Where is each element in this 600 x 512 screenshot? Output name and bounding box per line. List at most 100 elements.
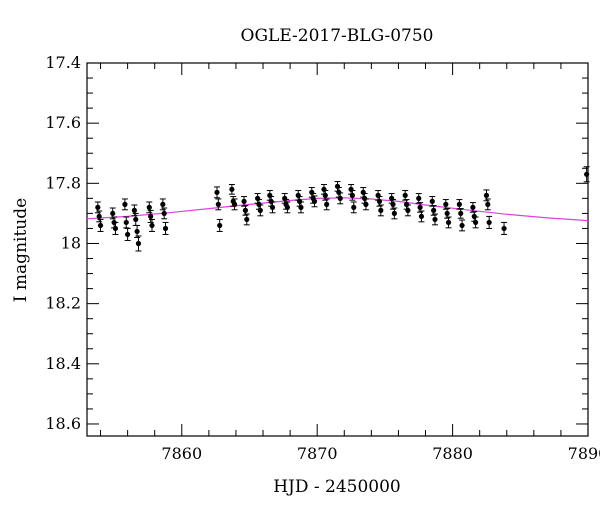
data-point: [254, 193, 261, 204]
data-point: [501, 221, 508, 235]
data-point: [404, 204, 411, 217]
data-point: [112, 221, 119, 235]
data-point-marker: [160, 201, 166, 207]
data-point-marker: [149, 222, 155, 229]
data-point: [257, 204, 264, 217]
data-point-marker: [123, 219, 129, 226]
data-point-marker: [148, 213, 154, 220]
data-point-marker: [485, 201, 491, 207]
data-point: [266, 190, 273, 201]
data-point: [242, 205, 249, 216]
data-point: [486, 215, 493, 229]
data-point-marker: [431, 207, 437, 213]
data-point-marker: [443, 201, 449, 207]
data-point-marker: [501, 225, 507, 232]
data-point: [361, 193, 368, 204]
data-point-marker: [324, 201, 330, 207]
data-point-marker: [214, 189, 220, 195]
chart-title: OGLE-2017-BLG-0750: [241, 26, 434, 46]
data-point: [135, 235, 142, 252]
data-points-group: [94, 166, 590, 252]
data-point: [146, 201, 153, 214]
data-point: [297, 201, 304, 214]
data-point-marker: [470, 204, 476, 210]
data-point: [583, 166, 590, 183]
data-point: [243, 213, 250, 226]
data-point-marker: [584, 171, 590, 177]
data-point: [334, 181, 341, 192]
data-point-marker: [231, 201, 238, 207]
y-tick-label: 18.6: [45, 414, 81, 433]
data-point-marker: [257, 207, 263, 213]
data-point: [121, 198, 128, 211]
data-point: [362, 198, 369, 211]
data-point-marker: [418, 213, 425, 220]
plot-frame: [86, 62, 589, 437]
x-tick-label: 7860: [161, 444, 202, 463]
data-point-marker: [349, 192, 355, 198]
data-point-marker: [110, 210, 116, 217]
data-point-marker: [133, 216, 139, 223]
x-axis-label: HJD - 2450000: [273, 477, 401, 497]
data-point-marker: [215, 201, 221, 207]
data-point: [123, 216, 130, 229]
data-point-marker: [97, 222, 104, 229]
data-point: [148, 218, 155, 232]
y-axis-label: I magnitude: [11, 198, 31, 302]
data-point-marker: [96, 213, 102, 220]
data-point-marker: [486, 219, 492, 226]
data-point: [484, 198, 491, 211]
data-point: [134, 224, 141, 238]
data-point: [348, 184, 355, 195]
y-tick-label: 17.4: [45, 53, 81, 72]
data-point: [241, 196, 248, 207]
data-point: [402, 190, 409, 201]
data-point-marker: [229, 186, 235, 192]
data-point: [375, 190, 382, 201]
data-point-marker: [135, 240, 142, 247]
data-point: [456, 199, 463, 210]
x-tick-label: 7870: [297, 444, 338, 463]
data-point-marker: [391, 210, 397, 217]
data-point: [109, 207, 116, 220]
data-point: [388, 193, 395, 204]
data-point: [445, 216, 452, 229]
y-tick-label: 17.6: [45, 113, 81, 132]
data-point: [216, 218, 223, 232]
data-point: [457, 208, 464, 219]
data-point: [228, 184, 235, 195]
tick-labels: 7860 7870 7880 7890 17.4 17.6 17.8 18 18.2 18.4 18…: [45, 53, 600, 463]
data-point-marker: [322, 192, 328, 198]
data-point: [418, 210, 425, 223]
data-point: [391, 207, 398, 220]
data-point-marker: [122, 201, 128, 207]
data-point-marker: [298, 204, 304, 210]
axis-ticks: [87, 62, 589, 436]
data-point-marker: [376, 198, 383, 204]
data-point: [390, 199, 397, 210]
data-point: [295, 190, 302, 201]
data-point: [147, 209, 154, 223]
data-point-marker: [429, 198, 435, 204]
data-point-marker: [473, 219, 479, 226]
data-point-marker: [95, 204, 101, 210]
data-point-marker: [311, 198, 318, 204]
data-point-marker: [241, 198, 247, 204]
data-point: [213, 186, 220, 199]
model-curve-group: [86, 197, 589, 222]
data-point-marker: [378, 207, 384, 213]
data-point: [269, 201, 276, 214]
data-point: [131, 204, 138, 217]
data-point-marker: [112, 225, 119, 232]
y-tick-label: 18.4: [45, 354, 81, 373]
data-point: [415, 193, 422, 204]
data-point: [360, 187, 367, 198]
data-point-marker: [244, 216, 250, 223]
data-point: [296, 196, 303, 207]
data-point-marker: [351, 204, 357, 210]
data-point: [255, 199, 262, 210]
data-point-marker: [125, 231, 131, 238]
model-curve: [86, 197, 589, 222]
data-point: [349, 190, 356, 201]
data-point: [215, 198, 222, 211]
